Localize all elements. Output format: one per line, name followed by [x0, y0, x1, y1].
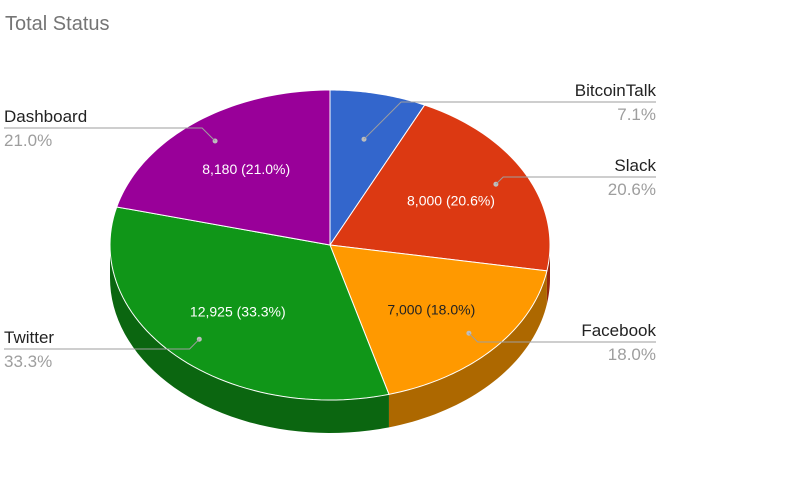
slice-slack[interactable] — [329, 104, 551, 272]
leader-line-twitter — [4, 338, 200, 350]
slice-label-facebook: 7,000 (18.0%) — [387, 301, 475, 317]
callout-name-slack: Slack — [614, 156, 656, 175]
slice-label-slack: 8,000 (20.6%) — [407, 193, 495, 209]
slice-data-labels: 8,000 (20.6%) 7,000 (18.0%) 12,925 (33.3%)… — [190, 161, 495, 319]
slice-dashboard[interactable] — [116, 89, 331, 246]
side-twitter — [110, 245, 389, 433]
slice-bitcointalk[interactable] — [329, 89, 426, 247]
callout-name-dashboard: Dashboard — [4, 107, 87, 126]
side-facebook — [388, 270, 547, 428]
callout-labels: BitcoinTalk 7.1% Slack 20.6% Facebook 18.0% Tw… — [4, 81, 656, 371]
callout-percent-dashboard: 21.0% — [4, 131, 52, 150]
callout-percent-slack: 20.6% — [608, 180, 656, 199]
callout-percent-bitcointalk: 7.1% — [617, 105, 656, 124]
leader-line-slack — [495, 176, 656, 185]
callout-percent-facebook: 18.0% — [608, 345, 656, 364]
callout-percent-twitter: 33.3% — [4, 352, 52, 371]
pie-slices — [109, 89, 551, 401]
leader-line-facebook — [468, 332, 656, 343]
callout-name-twitter: Twitter — [4, 328, 54, 347]
slice-label-dashboard: 8,180 (21.0%) — [202, 161, 290, 177]
slice-twitter[interactable] — [109, 206, 390, 401]
slice-label-twitter: 12,925 (33.3%) — [190, 304, 286, 320]
leader-line-dashboard — [4, 127, 216, 142]
leader-line-bitcointalk — [363, 101, 656, 140]
chart-title: Total Status — [5, 13, 110, 35]
slice-facebook[interactable] — [329, 244, 548, 395]
callout-name-facebook: Facebook — [581, 321, 656, 340]
callout-name-bitcointalk: BitcoinTalk — [575, 81, 657, 100]
